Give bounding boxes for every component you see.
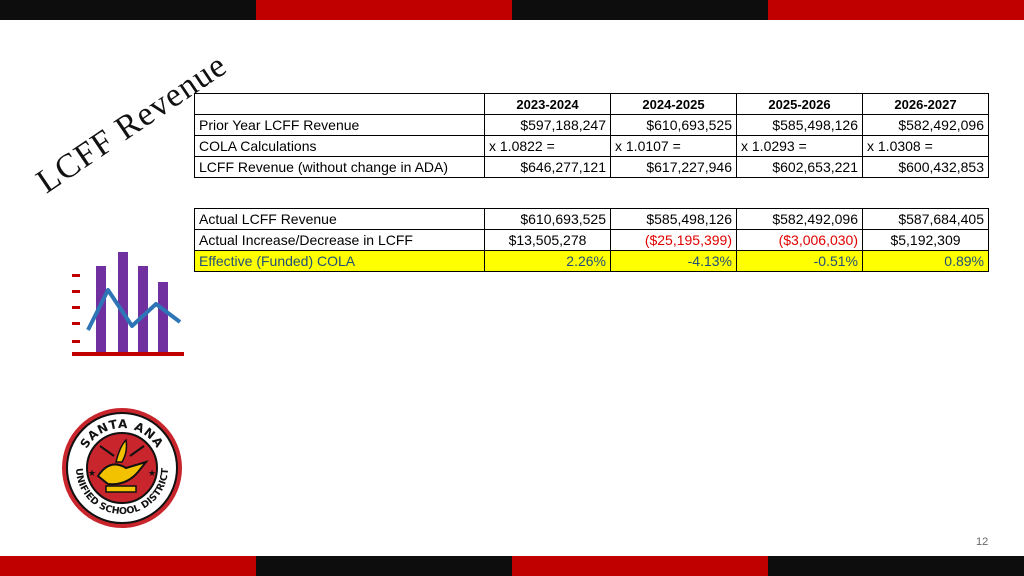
cell-value: $617,227,946 <box>610 156 737 178</box>
table-row: Prior Year LCFF Revenue $597,188,247 $61… <box>194 114 989 136</box>
svg-text:★: ★ <box>88 468 96 478</box>
school-district-seal-icon: SANTA ANA UNIFIED SCHOOL DISTRICT ★ ★ <box>62 408 182 528</box>
bottom-accent-bar <box>0 556 1024 576</box>
cell-value: $582,492,096 <box>862 114 989 136</box>
row-label: Prior Year LCFF Revenue <box>194 114 485 136</box>
lcff-actual-table: Actual LCFF Revenue $610,693,525 $585,49… <box>194 208 989 272</box>
cell-value: -4.13% <box>610 250 737 272</box>
cell-value-negative: ($3,006,030) <box>736 229 863 251</box>
top-accent-bar <box>0 0 1024 20</box>
cell-value: $610,693,525 <box>484 208 611 230</box>
header-year: 2023-2024 <box>484 93 611 115</box>
table-row: Actual Increase/Decrease in LCFF $13,505… <box>194 229 989 251</box>
cell-value: x 1.0822 = <box>484 135 611 157</box>
header-year: 2024-2025 <box>610 93 737 115</box>
table-header-row: 2023-2024 2024-2025 2025-2026 2026-2027 <box>194 93 989 115</box>
table-row: LCFF Revenue (without change in ADA) $64… <box>194 156 989 178</box>
row-label: Actual Increase/Decrease in LCFF <box>194 229 485 251</box>
lcff-calculation-table: 2023-2024 2024-2025 2025-2026 2026-2027 … <box>194 93 989 178</box>
header-year: 2026-2027 <box>862 93 989 115</box>
svg-text:★: ★ <box>148 468 156 478</box>
cell-value: $587,684,405 <box>862 208 989 230</box>
cell-value: $5,192,309 <box>862 229 989 251</box>
cell-value-negative: ($25,195,399) <box>610 229 737 251</box>
cell-value: $585,498,126 <box>610 208 737 230</box>
header-blank <box>194 93 485 115</box>
cell-value: -0.51% <box>736 250 863 272</box>
page-number: 12 <box>976 536 989 548</box>
cell-value: 0.89% <box>862 250 989 272</box>
cell-value: $646,277,121 <box>484 156 611 178</box>
cell-value: $582,492,096 <box>736 208 863 230</box>
cell-value: x 1.0308 = <box>862 135 989 157</box>
cell-value: x 1.0107 = <box>610 135 737 157</box>
cell-value: $600,432,853 <box>862 156 989 178</box>
table-row: COLA Calculations x 1.0822 = x 1.0107 = … <box>194 135 989 157</box>
bar-chart-trend-icon <box>72 252 184 356</box>
cell-value: $602,653,221 <box>736 156 863 178</box>
cell-value: $13,505,278 <box>484 229 611 251</box>
cell-value: $610,693,525 <box>610 114 737 136</box>
cell-value: $597,188,247 <box>484 114 611 136</box>
cell-value: $585,498,126 <box>736 114 863 136</box>
table-row: Actual LCFF Revenue $610,693,525 $585,49… <box>194 208 989 230</box>
table-row-highlighted: Effective (Funded) COLA 2.26% -4.13% -0.… <box>194 250 989 272</box>
cell-value: 2.26% <box>484 250 611 272</box>
row-label: Effective (Funded) COLA <box>194 250 485 272</box>
row-label: LCFF Revenue (without change in ADA) <box>194 156 485 178</box>
header-year: 2025-2026 <box>736 93 863 115</box>
row-label: COLA Calculations <box>194 135 485 157</box>
row-label: Actual LCFF Revenue <box>194 208 485 230</box>
cell-value: x 1.0293 = <box>736 135 863 157</box>
